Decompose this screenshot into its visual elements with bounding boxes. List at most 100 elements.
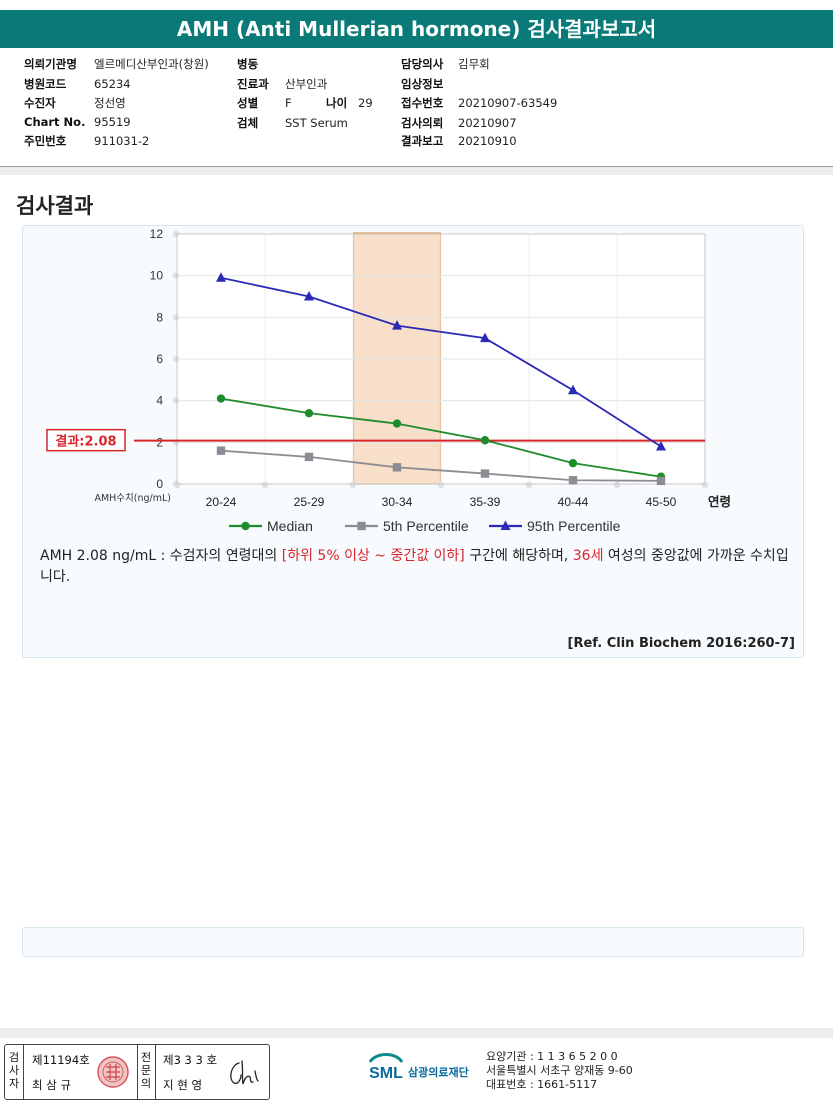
info-label: 나이 — [326, 96, 348, 110]
report-title: AMH (Anti Mullerian hormone) 검사결과보고서 — [0, 10, 833, 48]
x-tick-label: 40-44 — [558, 495, 589, 509]
info-label: 담당의사 — [401, 57, 444, 71]
info-value: F — [285, 96, 292, 110]
data-point — [480, 469, 490, 478]
divider — [23, 1045, 24, 1099]
info-label: Chart No. — [24, 115, 86, 129]
info-label: 병동 — [237, 57, 259, 71]
info-value: 김무회 — [458, 57, 490, 71]
info-label: 성별 — [237, 96, 259, 110]
divider — [137, 1045, 138, 1099]
data-point — [216, 394, 226, 403]
info-age: 나이 29 — [326, 95, 373, 111]
data-point — [216, 446, 226, 455]
label-char: 전 — [140, 1051, 152, 1064]
data-point — [304, 408, 314, 418]
info-clinical: 임상정보 — [401, 76, 458, 92]
legend-swatch-marker — [500, 520, 511, 530]
info-value: 20210907 — [458, 116, 517, 130]
info-ward: 병동 — [237, 56, 285, 72]
separator-bar — [0, 167, 833, 175]
x-tick-marker — [349, 481, 357, 489]
y-axis-label: AMH수치(ng/mL) — [94, 492, 171, 504]
y-tick-label: 12 — [150, 227, 164, 241]
org-phone: 대표번호 : 1661-5117 — [486, 1078, 598, 1091]
label-char: 의 — [140, 1077, 152, 1090]
y-tick-marker — [172, 272, 180, 279]
info-department: 진료과 산부인과 — [237, 76, 327, 92]
info-value: 20210907-63549 — [458, 96, 558, 110]
label-char: 검 — [8, 1051, 20, 1064]
info-report-date: 결과보고 20210910 — [401, 133, 517, 149]
sml-logo: SML 삼광의료재단 — [366, 1050, 484, 1092]
empty-comment-panel — [22, 927, 804, 957]
y-tick-marker — [172, 355, 180, 363]
label-char: 사 — [8, 1064, 20, 1077]
info-value: 20210910 — [458, 134, 517, 148]
info-value: 911031-2 — [94, 134, 150, 148]
specialist-license-no: 제3 3 3 호 — [163, 1053, 218, 1067]
legend-label: 95th Percentile — [527, 518, 621, 534]
info-label: 의뢰기관명 — [24, 57, 77, 71]
y-tick-label: 4 — [156, 394, 163, 408]
data-point — [656, 476, 666, 486]
x-tick-marker — [613, 481, 621, 489]
x-tick-label: 25-29 — [294, 495, 325, 509]
info-value: 65234 — [94, 77, 131, 91]
description-text: AMH 2.08 ng/mL : 수검자의 연령대의 — [40, 548, 282, 564]
series-line — [220, 276, 662, 448]
legend-label: Median — [267, 518, 313, 534]
description-range: [하위 5% 이상 ~ 중간값 이하] — [281, 548, 465, 564]
info-value: 95519 — [94, 115, 131, 129]
info-label: 주민번호 — [24, 134, 67, 148]
data-point — [392, 419, 402, 428]
info-receipt-no: 접수번호 20210907-63549 — [401, 95, 557, 111]
data-point — [568, 384, 578, 395]
info-value: SST Serum — [285, 116, 348, 130]
signature-panel: 검 사 자 제11194호 최 삼 규 전 문 의 제3 3 3 호 지 현 영 — [4, 1044, 270, 1100]
specialist-name: 지 현 영 — [163, 1078, 203, 1092]
x-axis-unit-label: 연령 — [708, 494, 731, 509]
info-resident-no: 주민번호 911031-2 — [24, 133, 149, 149]
x-tick-marker — [525, 481, 533, 489]
info-label: 접수번호 — [401, 96, 444, 110]
x-tick-label: 20-24 — [206, 495, 237, 509]
info-label: 검체 — [237, 116, 259, 130]
result-label-box — [46, 428, 126, 452]
data-point — [392, 320, 402, 330]
data-point — [392, 463, 402, 472]
legend-label: 5th Percentile — [383, 518, 469, 534]
data-point — [216, 272, 226, 282]
x-tick-marker — [437, 481, 445, 489]
x-tick-label: 35-39 — [470, 495, 501, 509]
data-point — [568, 476, 578, 485]
y-tick-label: 8 — [156, 310, 163, 324]
info-chart-no: Chart No. 95519 — [24, 115, 131, 129]
org-info: 요양기관 : 1 1 3 6 5 2 0 0 서울특별시 서초구 양재동 9-6… — [486, 1050, 633, 1092]
examiner-license-no: 제11194호 — [32, 1053, 90, 1067]
section-title: 검사결과 — [16, 194, 94, 218]
info-hospital-code: 병원코드 65234 — [24, 76, 131, 92]
y-tick-marker — [172, 397, 180, 404]
info-label: 병원코드 — [24, 77, 67, 91]
y-tick-label: 0 — [156, 477, 163, 491]
info-doctor: 담당의사 김무회 — [401, 56, 490, 72]
description-age-equiv: 36세 — [572, 548, 604, 564]
y-tick-marker — [172, 314, 180, 321]
examiner-label: 검 사 자 — [7, 1051, 21, 1090]
official-seal-icon — [97, 1056, 129, 1088]
y-tick-label: 6 — [156, 352, 163, 366]
amh-chart: 0 2 4 6 8 10 12 20-24 25-29 30-34 35-39 40-44 45-50 연… — [46, 227, 731, 534]
org-code: 요양기관 : 1 1 3 6 5 2 0 0 — [486, 1050, 618, 1063]
reference-citation: [Ref. Clin Biochem 2016:260-7] — [567, 636, 795, 651]
result-description: AMH 2.08 ng/mL : 수검자의 연령대의 [하위 5% 이상 ~ 중… — [40, 546, 800, 588]
info-sex: 성별 F — [237, 95, 292, 111]
description-text: 여성의 중앙값에 가까운 수치입니다. — [40, 548, 789, 585]
info-patient: 수진자 정선영 — [24, 95, 126, 111]
info-value: 정선영 — [94, 96, 126, 110]
info-value: 엘르메디산부인과(창원) — [94, 57, 209, 71]
info-label: 임상정보 — [401, 77, 444, 91]
legend-swatch-marker — [357, 521, 366, 531]
org-address: 서울특별시 서초구 양재동 9-60 — [486, 1064, 633, 1077]
info-request-date: 검사의뢰 20210907 — [401, 115, 517, 131]
